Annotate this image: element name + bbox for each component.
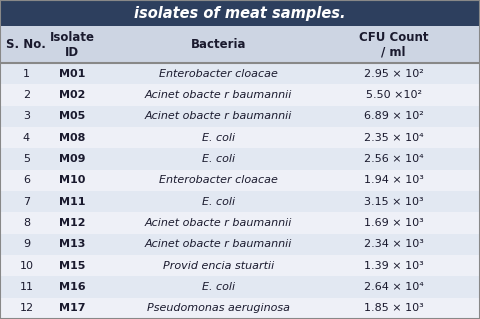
Text: E. coli: E. coli (202, 154, 235, 164)
Text: Enterobacter cloacae: Enterobacter cloacae (159, 69, 278, 78)
Bar (0, 148, 480, 170)
Bar (0, 234, 480, 255)
Text: Provid encia stuartii: Provid encia stuartii (163, 261, 274, 271)
Text: 3: 3 (23, 111, 30, 121)
Text: M11: M11 (59, 197, 85, 207)
Text: M16: M16 (59, 282, 85, 292)
Bar (0, 170, 480, 191)
Text: E. coli: E. coli (202, 133, 235, 143)
Text: 2: 2 (23, 90, 30, 100)
Bar (0, 255, 480, 276)
Text: E. coli: E. coli (202, 197, 235, 207)
Text: Pseudomonas aeruginosa: Pseudomonas aeruginosa (147, 303, 290, 313)
Text: 1.39 × 10³: 1.39 × 10³ (364, 261, 423, 271)
Text: CFU Count
/ ml: CFU Count / ml (359, 31, 428, 58)
Text: 10: 10 (19, 261, 34, 271)
Text: Isolate
ID: Isolate ID (49, 31, 95, 58)
Text: 2.95 × 10²: 2.95 × 10² (364, 69, 423, 78)
Text: Acinet obacte r baumannii: Acinet obacte r baumannii (144, 218, 292, 228)
Text: 2.64 × 10⁴: 2.64 × 10⁴ (364, 282, 423, 292)
Text: Acinet obacte r baumannii: Acinet obacte r baumannii (144, 90, 292, 100)
Text: 1.94 × 10³: 1.94 × 10³ (364, 175, 423, 185)
Text: M10: M10 (59, 175, 85, 185)
Text: 1.85 × 10³: 1.85 × 10³ (364, 303, 423, 313)
Bar (0, 0, 480, 26)
Text: 2.35 × 10⁴: 2.35 × 10⁴ (364, 133, 423, 143)
Text: 8: 8 (23, 218, 30, 228)
Bar (0, 276, 480, 298)
Bar (0, 127, 480, 148)
Text: M17: M17 (59, 303, 85, 313)
Bar (0, 106, 480, 127)
Text: S. No.: S. No. (6, 38, 47, 51)
Text: 2.34 × 10³: 2.34 × 10³ (364, 239, 423, 249)
Text: 3.15 × 10³: 3.15 × 10³ (364, 197, 423, 207)
Text: Bacteria: Bacteria (191, 38, 246, 51)
Text: Enterobacter cloacae: Enterobacter cloacae (159, 175, 278, 185)
Text: 6.89 × 10²: 6.89 × 10² (364, 111, 423, 121)
Text: 4: 4 (23, 133, 30, 143)
Bar (0, 212, 480, 234)
Text: 6: 6 (23, 175, 30, 185)
Text: 11: 11 (19, 282, 34, 292)
Text: M02: M02 (59, 90, 85, 100)
Bar (0, 26, 480, 63)
Bar (0, 84, 480, 106)
Text: 1: 1 (23, 69, 30, 78)
Text: E. coli: E. coli (202, 282, 235, 292)
Text: 1.69 × 10³: 1.69 × 10³ (364, 218, 423, 228)
Bar (0, 63, 480, 84)
Text: M09: M09 (59, 154, 85, 164)
Text: M08: M08 (59, 133, 85, 143)
Text: M13: M13 (59, 239, 85, 249)
Text: 5: 5 (23, 154, 30, 164)
Text: Acinet obacte r baumannii: Acinet obacte r baumannii (144, 239, 292, 249)
Bar (0, 298, 480, 319)
Text: M05: M05 (59, 111, 85, 121)
Text: isolates of meat samples.: isolates of meat samples. (134, 5, 346, 21)
Text: 9: 9 (23, 239, 30, 249)
Text: M12: M12 (59, 218, 85, 228)
Text: 7: 7 (23, 197, 30, 207)
Text: 2.56 × 10⁴: 2.56 × 10⁴ (364, 154, 423, 164)
Bar (0, 191, 480, 212)
Text: M15: M15 (59, 261, 85, 271)
Text: Acinet obacte r baumannii: Acinet obacte r baumannii (144, 111, 292, 121)
Text: 5.50 ×10²: 5.50 ×10² (366, 90, 421, 100)
Text: M01: M01 (59, 69, 85, 78)
Text: 12: 12 (19, 303, 34, 313)
